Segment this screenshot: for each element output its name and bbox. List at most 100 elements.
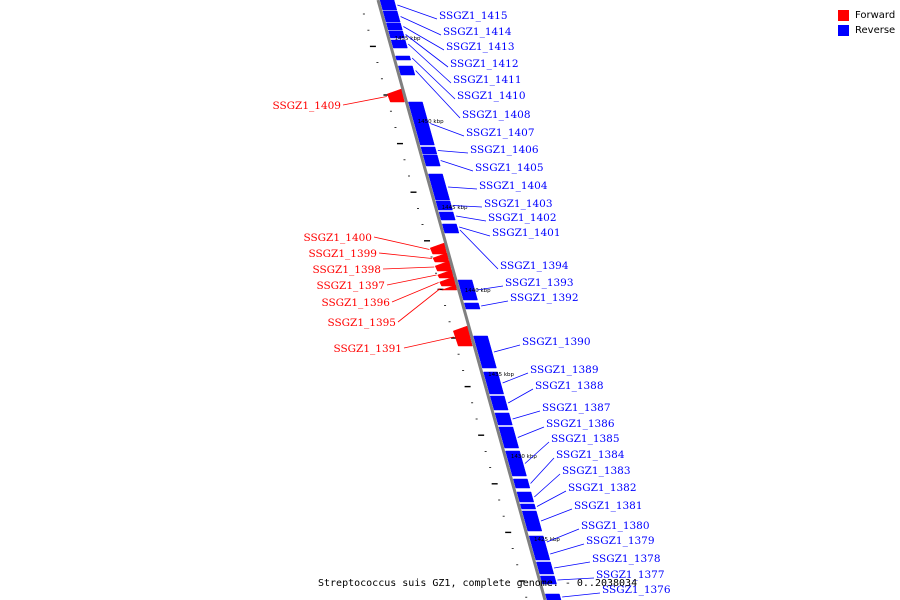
gene-leader-forward [386, 274, 437, 286]
gene-label-reverse: SSGZ1_1392 [510, 292, 579, 304]
gene-leader-reverse [400, 16, 442, 36]
gene-label-reverse: SSGZ1_1408 [462, 109, 531, 121]
forward-swatch [838, 10, 849, 21]
gene-label-reverse: SSGZ1_1377 [596, 569, 665, 581]
gene-label-reverse: SSGZ1_1384 [556, 449, 625, 461]
gene-label-reverse: SSGZ1_1382 [568, 482, 637, 494]
gene-leader-reverse [534, 473, 561, 498]
gene-reverse-block [395, 55, 412, 61]
gene-leader-reverse [562, 592, 601, 598]
gene-leader-reverse [524, 441, 550, 464]
gene-reverse-block [505, 450, 527, 477]
scale-label: 1430 kbp [511, 454, 537, 460]
gene-reverse-block [519, 503, 537, 510]
gene-leader-reverse [554, 561, 591, 569]
gene-label-reverse: SSGZ1_1394 [500, 260, 569, 272]
gene-forward-block [439, 276, 456, 287]
gene-label-reverse: SSGZ1_1376 [602, 584, 671, 596]
gene-reverse-block [545, 593, 562, 600]
gene-forward-block [429, 242, 448, 255]
gene-leader-forward [397, 288, 441, 323]
legend-reverse: Reverse [838, 23, 895, 38]
genome-caption: Streptococcus suis GZ1, complete genome.… [318, 578, 638, 589]
gene-leader-reverse [405, 34, 449, 68]
gene-label-reverse: SSGZ1_1411 [453, 74, 522, 86]
gene-reverse-block [464, 302, 481, 310]
gene-reverse-block [386, 22, 403, 31]
legend-reverse-label: Reverse [855, 25, 896, 36]
gene-reverse-block [457, 279, 478, 301]
gene-leader-reverse [493, 344, 521, 353]
gene-label-reverse: SSGZ1_1393 [505, 277, 574, 289]
gene-label-forward: SSGZ1_1398 [312, 264, 381, 276]
gene-leader-reverse [397, 4, 438, 20]
legend-forward: Forward [838, 8, 895, 23]
gene-label-reverse: SSGZ1_1389 [530, 364, 599, 376]
gene-label-reverse: SSGZ1_1414 [443, 26, 512, 38]
gene-reverse-block [428, 173, 450, 201]
gene-reverse-block [494, 412, 513, 426]
gene-label-reverse: SSGZ1_1406 [470, 144, 539, 156]
gene-reverse-block [382, 10, 401, 23]
genome-backbone [376, 0, 547, 600]
gene-forward-block [434, 260, 452, 272]
gene-leader-reverse [437, 150, 469, 154]
gene-reverse-block [512, 478, 531, 489]
gene-leader-reverse [407, 43, 452, 84]
gene-leader-forward [373, 236, 430, 250]
gene-reverse-block [483, 371, 504, 395]
scale-label: 1425 kbp [534, 537, 560, 543]
gene-label-reverse: SSGZ1_1387 [542, 402, 611, 414]
gene-reverse-block [536, 561, 555, 575]
gene-leader-reverse [557, 577, 595, 581]
gene-forward-block [432, 252, 450, 263]
gene-reverse-block [388, 30, 405, 39]
gene-forward-block [387, 88, 405, 103]
gene-leader-reverse [459, 226, 491, 237]
gene-label-reverse: SSGZ1_1378 [592, 553, 661, 565]
scale-label: 1455 kbp [395, 36, 421, 42]
gene-leader-reverse [415, 70, 461, 119]
gene-leader-reverse [517, 426, 545, 438]
gene-label-forward: SSGZ1_1409 [272, 100, 341, 112]
gene-label-reverse: SSGZ1_1381 [574, 500, 643, 512]
gene-label-reverse: SSGZ1_1404 [479, 180, 548, 192]
gene-leader-reverse [459, 229, 499, 270]
gene-leader-forward [382, 266, 435, 270]
gene-reverse-block [379, 0, 398, 11]
gene-reverse-block [473, 335, 497, 369]
gene-label-reverse: SSGZ1_1388 [535, 380, 604, 392]
gene-leader-forward [391, 282, 439, 303]
gene-leader-reverse [502, 372, 529, 384]
gene-reverse-block [521, 510, 543, 532]
gene-features [379, 0, 562, 600]
gene-leader-forward [378, 252, 432, 259]
gene-label-reverse: SSGZ1_1401 [492, 227, 561, 239]
scale-labels: 1455 kbp 1450 kbp 1445 kbp 1440 kbp 1435 kbp… [395, 36, 561, 543]
gene-reverse-block [408, 101, 435, 146]
gene-label-reverse: SSGZ1_1403 [484, 198, 553, 210]
gene-label-forward: SSGZ1_1396 [321, 297, 390, 309]
scale-label: 1445 kbp [442, 205, 468, 211]
gene-leader-reverse [481, 300, 509, 307]
gene-reverse-block [420, 146, 438, 155]
label-leaders [342, 4, 601, 598]
gene-label-forward: SSGZ1_1395 [327, 317, 396, 329]
scale-label: 1440 kbp [465, 288, 491, 294]
scale-label: 1435 kbp [488, 372, 514, 378]
gene-forward-block [441, 284, 458, 291]
gene-reverse-block [532, 547, 551, 561]
legend-forward-label: Forward [855, 10, 896, 21]
gene-label-forward: SSGZ1_1391 [333, 343, 402, 355]
legend: Forward Reverse [838, 8, 895, 38]
gene-leader-reverse [507, 388, 534, 404]
scale-label: 1450 kbp [418, 119, 444, 125]
tick-marks [362, 13, 528, 598]
gene-label-reverse: SSGZ1_1412 [450, 58, 519, 70]
reverse-swatch [838, 25, 849, 36]
gene-leader-reverse [403, 26, 445, 51]
gene-label-reverse: SSGZ1_1415 [439, 10, 508, 22]
gene-leader-forward [403, 336, 454, 349]
gene-leader-reverse [453, 205, 483, 208]
